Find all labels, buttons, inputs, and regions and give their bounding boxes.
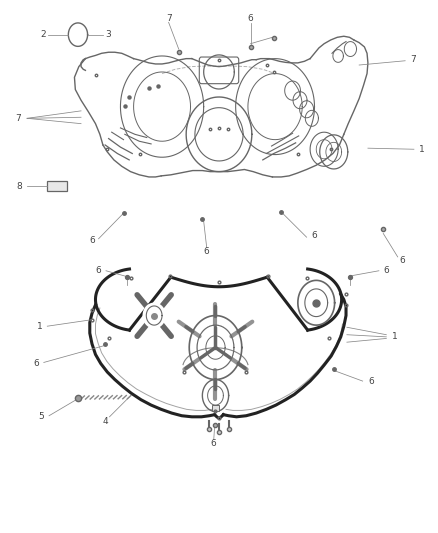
Text: 6: 6 [383,266,389,275]
Text: 6: 6 [399,256,405,264]
Text: 1: 1 [36,322,42,330]
Text: 6: 6 [204,247,210,256]
Text: 7: 7 [410,55,416,64]
Text: 6: 6 [368,377,374,385]
Text: 6: 6 [89,237,95,245]
Text: 8: 8 [17,182,23,190]
Bar [47,181,67,191]
Text: 6: 6 [33,359,39,368]
Text: 4: 4 [102,417,108,425]
Text: 6: 6 [311,231,318,240]
Text: 7: 7 [166,14,172,23]
Text: 7: 7 [15,114,21,123]
Bar [212,405,219,411]
Text: 3: 3 [106,30,112,39]
Text: 6: 6 [95,266,102,275]
Polygon shape [197,325,234,370]
Text: 6: 6 [247,14,254,23]
Text: 2: 2 [40,30,46,39]
Text: 5: 5 [39,413,45,421]
Text: 1: 1 [418,145,424,154]
Text: 1: 1 [392,333,398,341]
Text: 6: 6 [211,439,217,448]
